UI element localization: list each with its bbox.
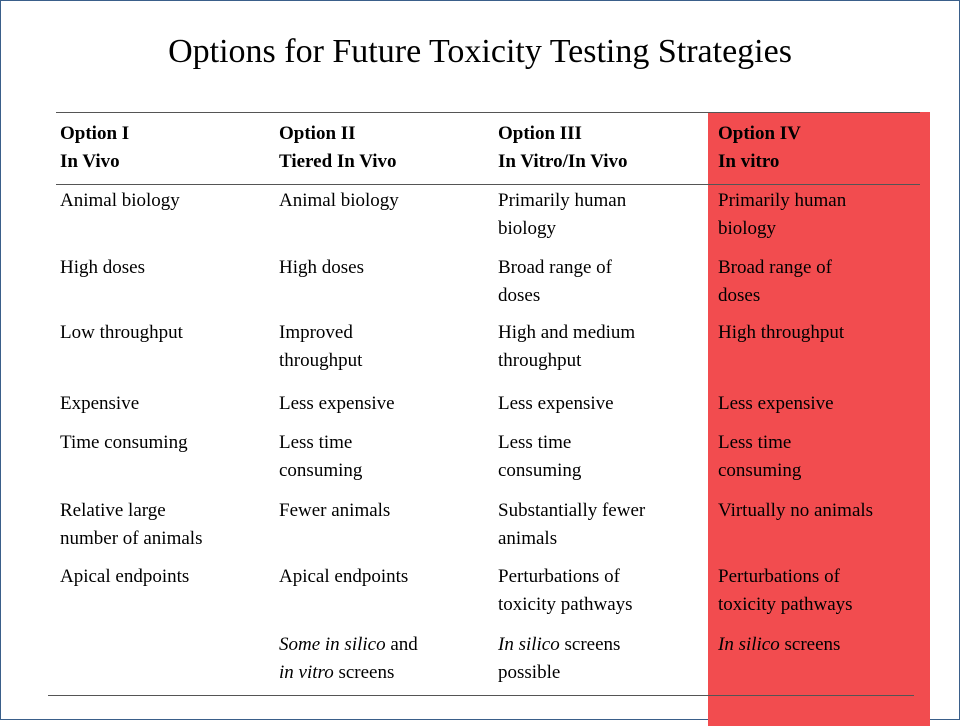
- table-cell: High doses: [60, 257, 145, 278]
- table-cell: Substantially fewer animals: [498, 500, 646, 549]
- table-cell: Low throughput: [60, 322, 183, 343]
- table-cell: In silico screens possible: [498, 634, 621, 683]
- table-cell: Primarily human biology: [718, 190, 847, 239]
- table-cell: Less time consuming: [718, 432, 802, 481]
- table-cell: Less expensive: [718, 393, 834, 414]
- table-cell: Some in silico and in vitro screens: [279, 634, 418, 683]
- table-cell: High throughput: [718, 322, 845, 343]
- table-bottom-rule: [48, 695, 914, 696]
- table-cell: Time consuming: [60, 432, 188, 453]
- table-cell: Broad range of doses: [498, 257, 612, 306]
- table-top-rule: [56, 112, 920, 113]
- table-cell: Expensive: [60, 393, 140, 414]
- table-cell: Improved throughput: [279, 322, 363, 371]
- table-cell: Perturbations of toxicity pathways: [498, 566, 633, 615]
- slide-title: Options for Future Toxicity Testing Stra…: [168, 33, 792, 70]
- table-cell: Fewer animals: [279, 500, 391, 521]
- header-option-1: Option I In Vivo: [60, 123, 130, 172]
- table-cell: Broad range of doses: [718, 257, 832, 306]
- table-cell: Perturbations of toxicity pathways: [718, 566, 853, 615]
- table-cell: Virtually no animals: [718, 500, 874, 521]
- table-cell: Less expensive: [498, 393, 614, 414]
- table-cell: High doses: [279, 257, 364, 278]
- header-option-2: Option II Tiered In Vivo: [279, 123, 397, 172]
- table-cell: In silico screens: [718, 634, 841, 655]
- table-cell: Less time consuming: [279, 432, 363, 481]
- table-cell: Apical endpoints: [60, 566, 190, 587]
- table-cell: Animal biology: [279, 190, 399, 211]
- table-header-rule: [56, 184, 920, 185]
- option-iv-highlight: [708, 112, 930, 726]
- table-cell: Primarily human biology: [498, 190, 627, 239]
- table-cell: Less time consuming: [498, 432, 582, 481]
- header-option-3: Option III In Vitro/In Vivo: [498, 123, 628, 172]
- table-cell: Less expensive: [279, 393, 395, 414]
- table-cell: High and medium throughput: [498, 322, 636, 371]
- table-cell: Relative large number of animals: [60, 500, 203, 549]
- table-cell: Animal biology: [60, 190, 180, 211]
- header-option-4: Option IV In vitro: [718, 123, 801, 172]
- table-cell: Apical endpoints: [279, 566, 409, 587]
